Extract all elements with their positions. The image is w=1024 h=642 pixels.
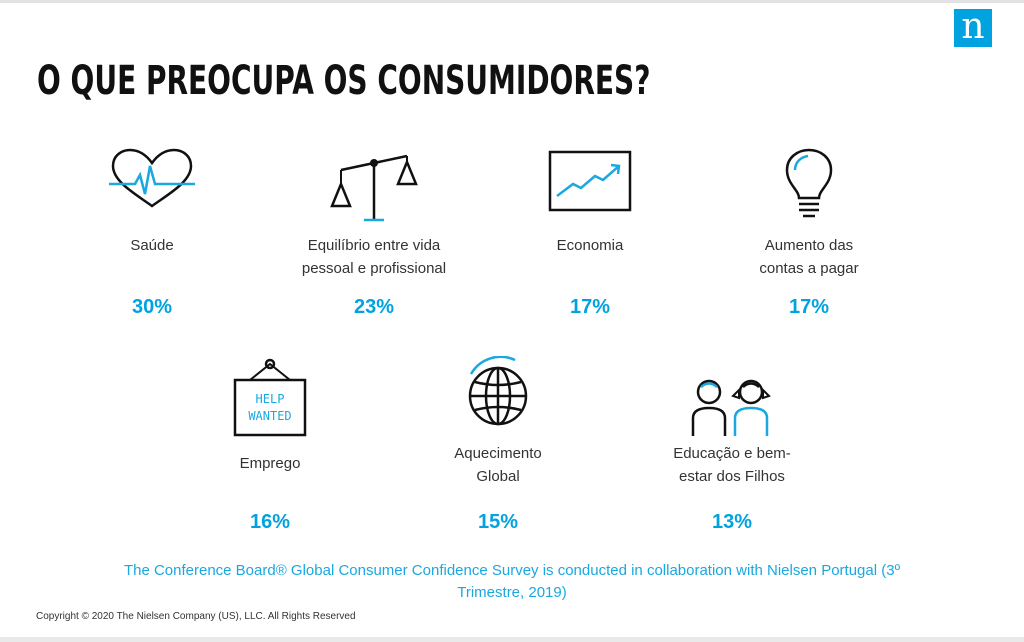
page-title: O QUE PREOCUPA OS CONSUMIDORES? — [37, 58, 651, 104]
concern-employment: HELP WANTED Emprego — [160, 358, 380, 475]
lightbulb-icon — [785, 148, 833, 218]
concern-percent: 30% — [131, 296, 173, 318]
help-wanted-sign-icon: HELP WANTED — [233, 358, 307, 437]
survey-note: The Conference Board® Global Consumer Co… — [123, 562, 901, 601]
concern-work-life-balance: Equilíbrio entre vida pessoal e profissi… — [264, 148, 484, 280]
concern-label: Equilíbrio entre vida pessoal e profissi… — [301, 237, 447, 277]
copyright: Copyright © 2020 The Nielsen Company (US… — [36, 611, 356, 622]
concern-label: Emprego — [239, 455, 301, 472]
concern-bills: Aumento das contas a pagar — [699, 148, 919, 280]
concern-label: Educação e bem- estar dos Filhos — [673, 445, 791, 485]
nielsen-logo: n — [954, 9, 992, 47]
concern-percent: 16% — [249, 511, 291, 533]
concern-percent: 23% — [353, 296, 395, 318]
concern-percent: 17% — [569, 296, 611, 318]
concern-percent: 13% — [711, 511, 753, 533]
balance-scale-icon — [330, 154, 418, 222]
concern-label: Saúde — [130, 237, 174, 254]
concern-label: Economia — [556, 237, 624, 254]
top-divider — [0, 0, 1024, 3]
svg-text:WANTED: WANTED — [248, 409, 291, 423]
heart-pulse-icon — [109, 148, 195, 208]
concern-percent: 15% — [477, 511, 519, 533]
concern-children: Educação e bem- estar dos Filhos — [622, 378, 842, 488]
concern-label: Aumento das contas a pagar — [759, 237, 859, 277]
economy-chart-icon — [548, 150, 632, 212]
svg-text:HELP: HELP — [256, 392, 285, 406]
bottom-divider — [0, 637, 1024, 642]
concern-global-warming: Aquecimento Global — [388, 356, 608, 488]
concern-health: Saúde — [42, 148, 262, 257]
globe-icon — [468, 356, 528, 426]
children-icon — [691, 379, 771, 436]
concern-economy: Economia — [480, 148, 700, 257]
concern-label: Aquecimento Global — [454, 445, 542, 485]
concern-percent: 17% — [788, 296, 830, 318]
